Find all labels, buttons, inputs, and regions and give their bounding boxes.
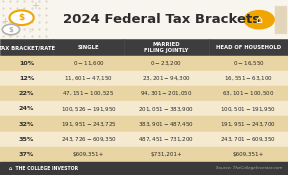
Bar	[209, 101, 288, 117]
Bar	[53, 117, 124, 132]
Text: $11,601 - $47,150: $11,601 - $47,150	[64, 75, 113, 82]
Bar	[284, 6, 286, 33]
Text: 32%: 32%	[19, 121, 34, 127]
Text: ▷: ▷	[29, 28, 33, 33]
Bar	[53, 101, 124, 117]
Bar	[209, 56, 288, 71]
Circle shape	[10, 10, 34, 25]
Text: $0 - $11,600: $0 - $11,600	[73, 60, 105, 67]
Bar	[124, 39, 209, 56]
Bar	[124, 132, 209, 147]
Text: $0 - $23,200: $0 - $23,200	[150, 60, 182, 67]
Bar	[124, 117, 209, 132]
Circle shape	[2, 24, 20, 35]
Bar	[0, 117, 53, 132]
Text: HEAD OF HOUSEHOLD: HEAD OF HOUSEHOLD	[216, 45, 281, 50]
Bar	[53, 39, 124, 56]
Text: $191,951 - $243,700: $191,951 - $243,700	[220, 120, 276, 128]
Bar	[0, 162, 288, 175]
Text: $201,051 - $383,900: $201,051 - $383,900	[138, 105, 194, 113]
Bar	[124, 86, 209, 101]
Bar	[282, 6, 283, 33]
Text: +: +	[31, 1, 39, 11]
Text: TAX BRACKET/RATE: TAX BRACKET/RATE	[0, 45, 55, 50]
Text: ⌂: ⌂	[256, 15, 263, 25]
Bar	[0, 56, 53, 71]
Text: $487,451 - $731,200: $487,451 - $731,200	[138, 135, 194, 143]
Bar	[53, 56, 124, 71]
Bar	[0, 86, 53, 101]
Text: ⌂  THE COLLEGE INVESTOR: ⌂ THE COLLEGE INVESTOR	[9, 166, 78, 171]
Bar	[209, 71, 288, 86]
Text: $16,551 - $63,100: $16,551 - $63,100	[224, 75, 273, 82]
Text: $94,301 - $201,050: $94,301 - $201,050	[140, 90, 193, 97]
Text: $: $	[9, 27, 13, 33]
Bar	[124, 71, 209, 86]
Bar	[0, 132, 53, 147]
Bar	[209, 39, 288, 56]
Bar	[0, 71, 53, 86]
Text: $47,151 - $100,525: $47,151 - $100,525	[62, 90, 115, 97]
Text: $: $	[18, 13, 25, 22]
Bar	[53, 132, 124, 147]
Text: 2024 Federal Tax Brackets: 2024 Federal Tax Brackets	[63, 13, 260, 26]
Text: 10%: 10%	[19, 61, 34, 66]
Text: $63,101 - $100,500: $63,101 - $100,500	[222, 90, 275, 97]
Bar	[280, 6, 281, 33]
Bar	[53, 86, 124, 101]
Text: $609,351+: $609,351+	[73, 152, 104, 157]
Text: SINGLE: SINGLE	[78, 45, 99, 50]
Bar	[124, 147, 209, 162]
Text: $100,526 - $191,950: $100,526 - $191,950	[60, 105, 117, 113]
Text: $0 - $16,550: $0 - $16,550	[232, 60, 264, 67]
Text: 37%: 37%	[19, 152, 34, 157]
Text: $609,351+: $609,351+	[233, 152, 264, 157]
Bar	[124, 56, 209, 71]
Bar	[275, 6, 276, 33]
Bar	[0, 101, 53, 117]
Text: 35%: 35%	[19, 137, 34, 142]
Bar	[0, 39, 53, 56]
Text: Source: TheCollegeInvestor.com: Source: TheCollegeInvestor.com	[216, 166, 282, 170]
Text: $383,901 - $487,450: $383,901 - $487,450	[138, 120, 194, 128]
Text: $100,501 - $191,950: $100,501 - $191,950	[220, 105, 276, 113]
Circle shape	[244, 10, 274, 29]
Bar	[209, 117, 288, 132]
Text: $23,201 - $94,300: $23,201 - $94,300	[142, 75, 191, 82]
Text: $191,951 - $243,725: $191,951 - $243,725	[60, 120, 117, 128]
Bar	[209, 147, 288, 162]
Bar	[277, 6, 279, 33]
Bar	[0, 0, 288, 39]
Text: MARRIED
FILING JOINTLY: MARRIED FILING JOINTLY	[144, 42, 189, 53]
Text: $243,701 - $609,350: $243,701 - $609,350	[220, 135, 276, 143]
Text: 24%: 24%	[19, 106, 34, 111]
Text: 22%: 22%	[19, 91, 34, 96]
Bar	[209, 132, 288, 147]
Bar	[53, 71, 124, 86]
Bar	[124, 101, 209, 117]
Text: $731,201+: $731,201+	[150, 152, 182, 157]
Bar	[209, 86, 288, 101]
Text: +: +	[1, 17, 8, 26]
Text: 12%: 12%	[19, 76, 34, 81]
Bar	[53, 147, 124, 162]
Bar	[0, 147, 53, 162]
Text: $243,726 - $609,350: $243,726 - $609,350	[60, 135, 117, 143]
